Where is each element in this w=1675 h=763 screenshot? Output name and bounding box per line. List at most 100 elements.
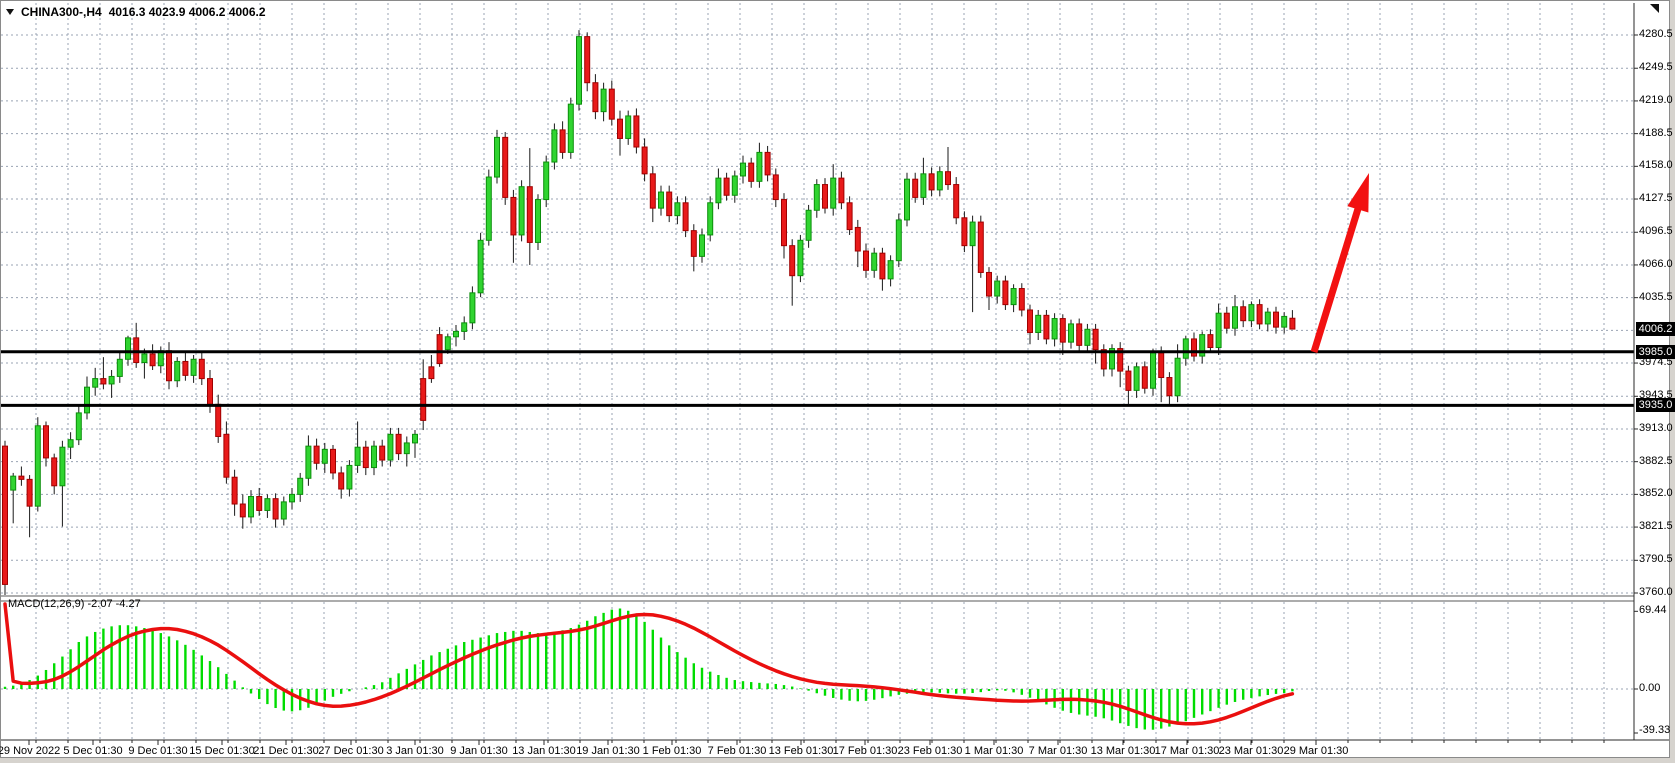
time-axis-label: 7 Mar 01:30 (1028, 745, 1088, 757)
candle-body (1068, 323, 1074, 343)
candle-body (1174, 357, 1181, 397)
candle-body (895, 219, 902, 262)
candle-body (92, 378, 99, 388)
candle-body (1141, 366, 1148, 389)
candle-body (559, 129, 566, 153)
candle-body (994, 280, 1001, 297)
candle-body (871, 252, 878, 271)
candle-body (1199, 334, 1206, 357)
candle-body (1035, 314, 1042, 333)
time-axis-label: 23 Feb 01:30 (897, 745, 963, 757)
trend-arrow-shaft (1310, 202, 1363, 354)
candle-body (592, 82, 599, 113)
candle-body (772, 174, 779, 201)
candle-body (649, 173, 656, 209)
candle-body (617, 118, 623, 139)
trend-arrow-head (1347, 173, 1369, 213)
candle-body (1223, 312, 1230, 329)
candle-body (198, 358, 205, 380)
candle-body (600, 88, 607, 113)
candle-body (174, 360, 181, 382)
candle-body (1027, 309, 1033, 333)
price-axis-label: 3852.0 (1639, 487, 1673, 500)
candle-body (1273, 311, 1279, 328)
time-axis-label: 3 Jan 01:30 (386, 745, 444, 757)
candle-body (133, 337, 140, 364)
candle-body (1281, 315, 1288, 328)
candle-body (658, 191, 664, 209)
time-axis-label: 9 Jan 01:30 (450, 745, 508, 757)
macd-signal-line (3, 602, 1295, 726)
price-axis-label: 4096.5 (1639, 225, 1673, 238)
candle-body (477, 239, 484, 294)
candle-body (256, 496, 263, 511)
price-axis-label: 4249.5 (1639, 61, 1673, 74)
time-axis-label: 29 Nov 2022 (0, 745, 61, 757)
candle-body (461, 322, 468, 332)
candle-body (904, 178, 910, 221)
candle-body (223, 433, 230, 478)
price-axis-label: 4188.5 (1639, 126, 1673, 139)
candle-body (75, 412, 82, 441)
time-axis-label: 23 Mar 01:30 (1218, 745, 1284, 757)
candle-body (1150, 352, 1156, 389)
candle-body (715, 177, 722, 204)
price-axis-label: 4158.0 (1639, 159, 1673, 172)
price-axis-label: 4280.5 (1639, 28, 1673, 40)
price-axis-label: 3974.5 (1639, 356, 1673, 369)
candle-body (674, 202, 681, 217)
macd-indicator-label: MACD(12,26,9) -2.07 -4.27 (8, 598, 141, 610)
candle-body (231, 476, 238, 505)
candle-body (1076, 323, 1083, 346)
time-axis-label: 19 Jan 01:30 (576, 745, 640, 757)
candle-body (928, 173, 935, 191)
candle-body (51, 457, 58, 487)
candle-body (789, 245, 796, 277)
candle-body (567, 103, 574, 153)
candle-body (149, 353, 156, 367)
candle-body (510, 196, 517, 236)
candle-body (379, 445, 386, 461)
chevron-down-icon[interactable] (6, 8, 14, 15)
candle-body (289, 493, 295, 503)
candle-body (748, 162, 755, 182)
candle-body (576, 36, 582, 105)
candle-body (354, 446, 361, 466)
candle-body (166, 350, 172, 382)
candle-body (633, 115, 640, 148)
candle-body (469, 292, 476, 324)
candle-body (371, 445, 377, 469)
candle-body (330, 448, 336, 474)
candle-body (1043, 314, 1050, 340)
time-axis-label: 13 Feb 01:30 (768, 745, 834, 757)
price-axis-label: 3790.5 (1639, 553, 1673, 566)
time-axis-label: 1 Mar 01:30 (964, 745, 1024, 757)
candle-body (502, 136, 509, 198)
candle-body (313, 445, 320, 464)
candle-body (1059, 318, 1066, 343)
candle-body (1215, 312, 1222, 349)
time-axis-label: 13 Jan 01:30 (512, 745, 576, 757)
candle-body (272, 498, 279, 520)
ohlc-values-label: 4016.3 4023.9 4006.2 4006.2 (108, 4, 266, 19)
candle-body (690, 230, 697, 257)
candle-body (125, 337, 131, 360)
candle-body (34, 425, 41, 507)
candle-body (207, 378, 213, 405)
candle-body (1100, 349, 1107, 370)
candle-body (945, 171, 951, 186)
time-axis-label: 29 Mar 01:30 (1283, 745, 1349, 757)
candle-body (1092, 328, 1099, 351)
time-axis-label: 21 Dec 01:30 (253, 745, 319, 757)
candle-body (190, 358, 197, 376)
candle-body (977, 221, 984, 273)
candle-body (248, 496, 254, 518)
chart-shift-marker-icon[interactable] (1650, 4, 1659, 13)
candle-body (108, 375, 115, 385)
candle-body (879, 252, 886, 280)
candle-body (1051, 318, 1058, 340)
candle-body (740, 162, 746, 177)
price-axis-label: 3882.5 (1639, 454, 1673, 467)
price-axis-label: 4219.0 (1639, 93, 1673, 106)
